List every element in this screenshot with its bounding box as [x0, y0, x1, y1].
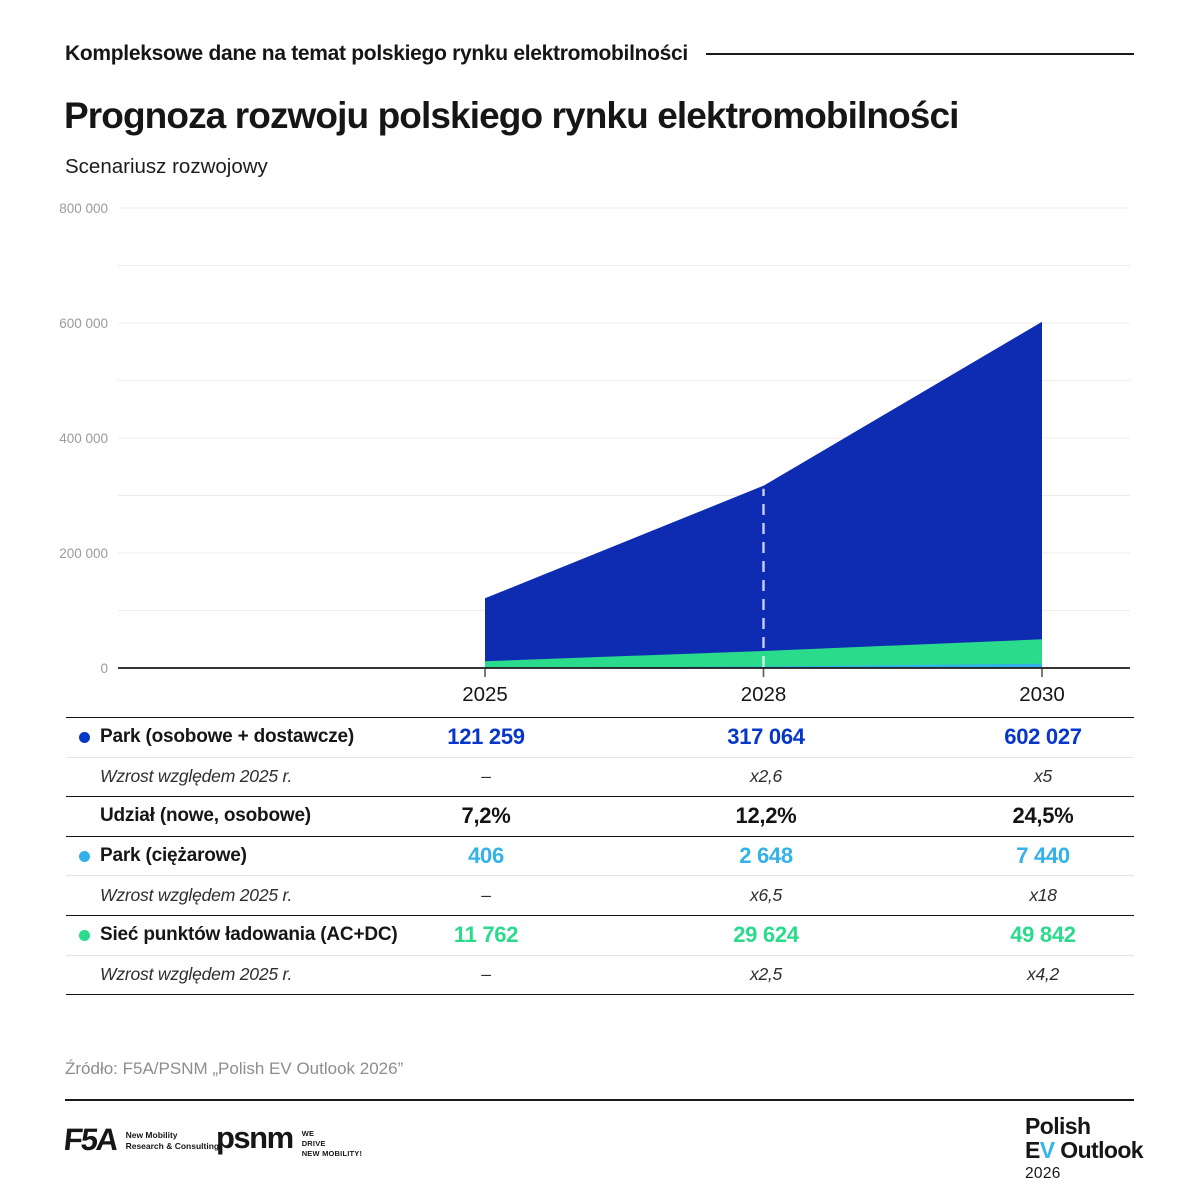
x-axis-tick-label: 2028 — [741, 683, 787, 706]
row-label-text: Wzrost względem 2025 r. — [100, 964, 293, 985]
area-Park (ciężarowe) — [485, 663, 1042, 668]
y-axis-tick-label: 400 000 — [59, 431, 108, 446]
row-label-text: Udział (nowe, osobowe) — [100, 805, 311, 827]
f5a-logo-tagline: New Mobility Research & Consulting — [125, 1130, 220, 1151]
outlook-logo-line1: Polish — [1025, 1113, 1091, 1139]
legend-dot-icon — [79, 731, 90, 743]
row-value: 7,2% — [461, 803, 511, 829]
row-value: 406 — [468, 843, 504, 869]
forecast-chart: 0 200 000 400 000 600 000 800 000 2025 2028 203… — [59, 201, 1130, 706]
row-value: 12,2% — [735, 803, 797, 829]
y-axis-tick-label: 600 000 — [59, 316, 108, 331]
scenario-subtitle: Scenariusz rozwojowy — [65, 155, 268, 178]
kicker-row: Kompleksowe dane na temat polskiego rynk… — [65, 42, 1134, 66]
row-label-text: Sieć punktów ładowania (AC+DC) — [100, 924, 398, 946]
row-value: 7 440 — [1016, 843, 1070, 869]
row-value: x6,5 — [750, 885, 782, 906]
row-value: 49 842 — [1010, 922, 1076, 948]
page-title: Prognoza rozwoju polskiego rynku elektro… — [64, 95, 959, 136]
kicker-text: Kompleksowe dane na temat polskiego rynk… — [65, 42, 688, 65]
psnm-logo-tagline: WE DRIVE NEW MOBILITY! — [301, 1129, 363, 1158]
area-Sieć punktów ładowania (AC+DC) — [485, 639, 1042, 668]
row-value: 602 027 — [1004, 724, 1082, 750]
source-note: Źródło: F5A/PSNM „Polish EV Outlook 2026… — [65, 1059, 404, 1078]
row-value: x4,2 — [1027, 964, 1059, 985]
x-axis-tick-label: 2025 — [462, 683, 508, 706]
outlook-logo-line2: EV Outlook — [1025, 1137, 1144, 1164]
outlook-logo-v: V — [1039, 1137, 1055, 1164]
psnm-logo-mark: psnm — [216, 1120, 294, 1155]
table-row: Wzrost względem 2025 r. – x6,5 x18 — [66, 876, 1134, 916]
row-value: – — [481, 964, 491, 985]
row-label-text: Park (osobowe + dostawcze) — [100, 726, 355, 748]
table-row: Park (ciężarowe) 406 2 648 7 440 — [66, 837, 1134, 877]
footer-divider — [65, 1099, 1134, 1101]
row-label: Sieć punktów ładowania (AC+DC) — [66, 924, 398, 946]
row-value: 317 064 — [727, 724, 805, 750]
legend-dot-icon — [79, 850, 90, 862]
row-label: Park (ciężarowe) — [66, 845, 392, 867]
row-label: Wzrost względem 2025 r. — [66, 766, 392, 787]
f5a-logo-mark: F5A — [62, 1122, 119, 1157]
x-axis-tick-label: 2030 — [1019, 683, 1065, 706]
row-value: 2 648 — [739, 843, 793, 869]
table-row: Wzrost względem 2025 r. – x2,5 x4,2 — [66, 956, 1134, 996]
row-value: x18 — [1029, 885, 1057, 906]
row-value: – — [481, 766, 491, 787]
legend-dot-icon — [79, 929, 90, 941]
polish-ev-outlook-logo: Polish EV Outlook 2026 — [1025, 1113, 1144, 1182]
row-label-text: Wzrost względem 2025 r. — [100, 885, 293, 906]
row-label-text: Park (ciężarowe) — [100, 845, 247, 867]
data-table: Park (osobowe + dostawcze) 121 259 317 064… — [66, 717, 1134, 996]
row-label: Wzrost względem 2025 r. — [66, 964, 392, 985]
row-value: 24,5% — [1012, 803, 1074, 829]
row-value: x5 — [1034, 766, 1052, 787]
psnm-logo: psnm WE DRIVE NEW MOBILITY! — [216, 1122, 362, 1158]
row-value: 121 259 — [447, 724, 525, 750]
kicker-rule — [705, 53, 1134, 55]
row-value: x2,5 — [750, 964, 782, 985]
row-value: 29 624 — [733, 922, 799, 948]
row-label: Udział (nowe, osobowe) — [66, 805, 392, 827]
row-label-text: Wzrost względem 2025 r. — [100, 766, 293, 787]
y-axis-tick-label: 200 000 — [59, 546, 108, 561]
y-axis-tick-label: 800 000 — [59, 201, 108, 216]
row-value: x2,6 — [750, 766, 782, 787]
row-value: 11 762 — [453, 922, 519, 948]
table-row: Udział (nowe, osobowe) 7,2% 12,2% 24,5% — [66, 797, 1134, 837]
f5a-logo: F5A New Mobility Research & Consulting — [62, 1122, 220, 1157]
row-label: Park (osobowe + dostawcze) — [66, 726, 392, 748]
outlook-logo-year: 2026 — [1025, 1164, 1061, 1182]
table-row: Sieć punktów ładowania (AC+DC) 11 762 29 6… — [66, 916, 1134, 956]
row-value: – — [481, 885, 491, 906]
table-row: Park (osobowe + dostawcze) 121 259 317 064… — [66, 718, 1134, 758]
y-axis-tick-label: 0 — [100, 661, 108, 676]
row-label: Wzrost względem 2025 r. — [66, 885, 392, 906]
table-row: Wzrost względem 2025 r. – x2,6 x5 — [66, 758, 1134, 798]
